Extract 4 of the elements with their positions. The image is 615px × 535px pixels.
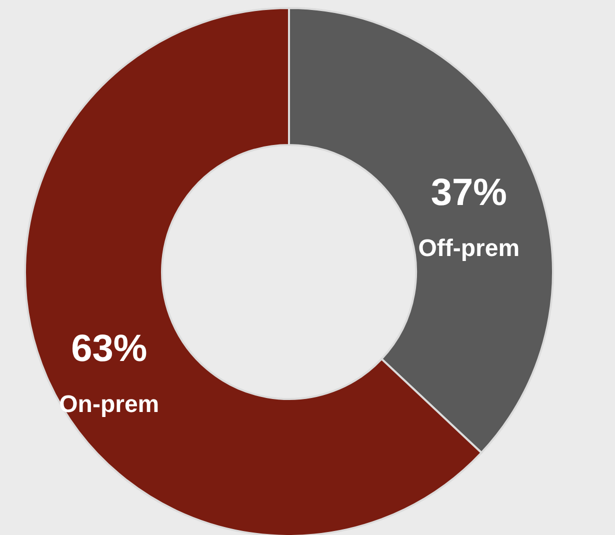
slice-label: Off-prem bbox=[418, 235, 520, 262]
data-label: 37% bbox=[430, 172, 507, 214]
data-label: 63% bbox=[71, 328, 148, 370]
slice-label: On-prem bbox=[59, 390, 160, 418]
